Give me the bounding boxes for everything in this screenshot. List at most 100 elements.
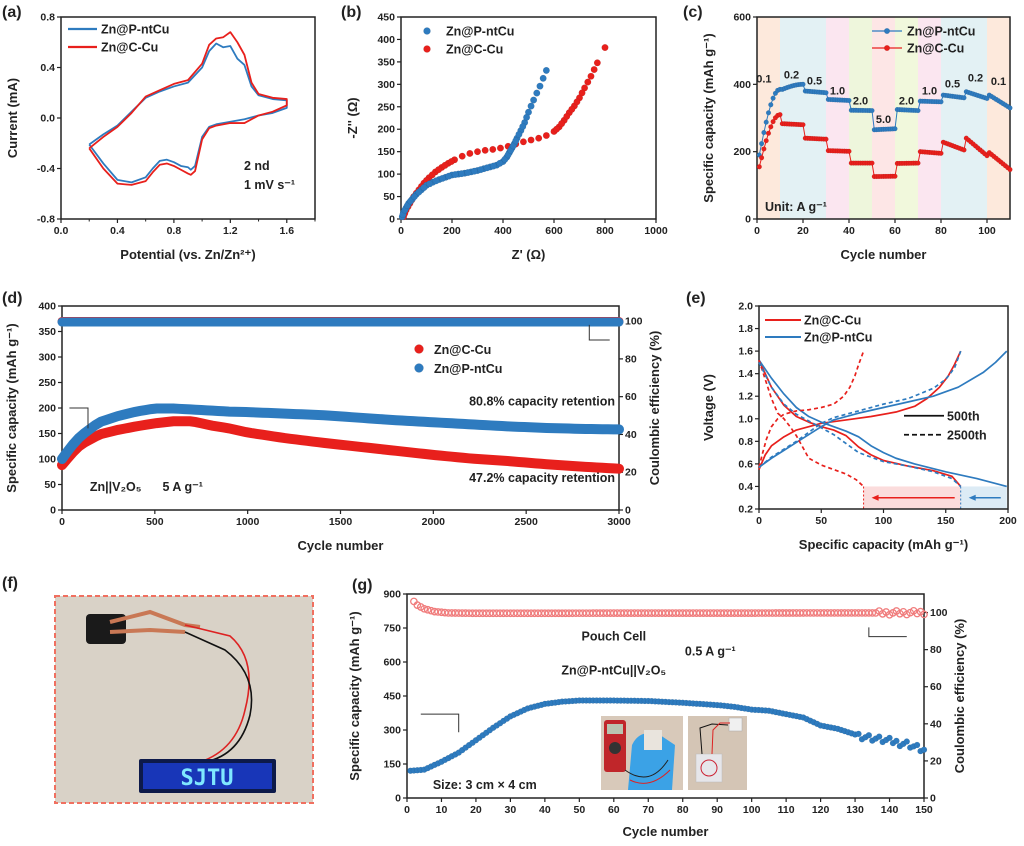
rate-point-zn-p-ntcu [800,81,806,87]
rate-point-zn-c-cu [1007,166,1013,173]
rate-label: 0.5 [945,79,960,91]
rate-band [757,17,780,219]
inset-photo-multimeter [601,716,683,790]
x-tick-label: 3000 [607,516,631,528]
right-axis-arrow [588,324,610,341]
y-tick-label: 0.8 [738,436,753,448]
legend-label: Zn@P-ntCu [446,25,514,39]
y-tick-label: 450 [383,691,401,703]
eis-point-zn-c-cu [578,89,586,97]
voltage-curve-zn-c-cu-2500th-discharge [758,359,865,488]
eis-point-zn-p-ntcu [515,130,523,138]
x-tick-label: 2500 [514,516,538,528]
y-tick-label: 200 [733,146,751,158]
eis-point-zn-c-cu [593,59,601,67]
panel-label-e: (e) [686,290,706,307]
x-axis-label: Cycle number [623,824,709,839]
rate-band [780,17,826,219]
chart-e: 0 50 100 150 200 0.2 0.4 0.6 0.8 1.0 1.2 1.4 1.6 1.8 2… [701,301,1017,553]
y-tick-label: 600 [733,12,751,24]
chart-a: 0.0 0.4 0.8 1.2 1.6 -0.8 -0.4 0.0 0.4 0.8 Potentia… [5,12,316,262]
x-tick-label: 1500 [329,516,353,528]
y-tick-label: 100 [377,169,395,181]
legend-label: Zn@P-ntCu [101,23,169,37]
fade-arrowhead [871,494,879,501]
x-tick-label: 500 [146,516,164,528]
y-tick-label: 200 [38,403,56,415]
y-right-tick-label: 100 [930,607,948,619]
rate-point-zn-p-ntcu [758,141,765,147]
y-tick-label: 300 [377,79,395,91]
cv-curve-zn-p-ntcu [88,42,288,184]
rate-point-zn-p-ntcu [938,99,944,105]
rate-point-zn-c-cu [761,146,767,152]
eis-point-zn-c-cu [573,98,581,106]
ce-point [920,610,928,619]
rate-point-zn-p-ntcu [761,129,767,136]
capacity-point [855,730,862,738]
rate-band [826,17,849,219]
x-tick-label: 10 [436,804,448,816]
x-tick-label: 120 [812,804,830,816]
x-tick-label: 50 [815,515,827,527]
x-axis-label: Potential (vs. Zn/Zn²⁺) [120,247,255,262]
eis-point-zn-p-ntcu [533,89,541,97]
voltage-curve-zn-p-ntcu-500th-charge [758,350,1008,468]
annotation-retention-p-ntcu: 80.8% capacity retention [469,394,615,408]
rate-point-zn-c-cu [823,136,829,142]
eis-point-zn-c-cu [466,149,474,157]
legend-marker [884,28,891,35]
eis-point-zn-p-ntcu [426,180,434,188]
legend-label: Zn@P-ntCu [804,331,872,345]
x-tick-label: 200 [443,225,461,237]
led-text: SJTU [181,766,234,791]
x-tick-label: 1.6 [279,225,294,237]
x-tick-label: 1.2 [223,225,238,237]
y-tick-label: 1.6 [738,346,753,358]
left-axis-arrow [420,713,460,733]
style-legend-label: 500th [947,409,980,423]
panel-label-a: (a) [2,4,22,21]
rate-point-zn-c-cu [869,160,875,166]
y-tick-label: 1.8 [738,323,753,335]
y-tick-label: 600 [383,657,401,669]
rate-point-zn-c-cu [892,173,898,179]
eis-point-zn-c-cu [481,146,489,154]
annotation-rate: 5 A g⁻¹ [162,480,202,494]
rate-label: 5.0 [876,114,891,126]
eis-point-zn-p-ntcu [523,113,531,121]
eis-point-zn-p-ntcu [483,164,491,172]
eis-point-zn-c-cu [553,125,561,133]
ce-point [868,609,877,617]
alligator-clip-black [109,627,186,634]
x-tick-label: 50 [573,804,585,816]
plot-frame [400,16,657,220]
x-tick-label: 140 [881,804,899,816]
y-tick-label: 250 [377,101,395,113]
eis-point-zn-c-cu [435,166,443,174]
eis-point-zn-p-ntcu [542,66,550,74]
inset-photo-pouch-cell [688,716,747,790]
x-tick-label: 200 [999,515,1017,527]
x-tick-label: 0.0 [54,225,69,237]
x-tick-label: 60 [608,804,620,816]
y-tick-label: -0.8 [37,214,55,226]
y-axis-label: Specific capacity (mAh g⁻¹) [701,33,716,202]
eis-point-zn-p-ntcu [519,123,527,131]
legend-label: Zn@C-Cu [101,41,158,55]
capacity-point [920,746,928,753]
y-right-tick-label: 0 [625,505,631,517]
panel-label-f: (f) [2,575,18,592]
eis-point-zn-p-ntcu [445,172,453,180]
eis-point-zn-p-ntcu [464,169,472,177]
annotation-unit: Unit: A g⁻¹ [765,200,827,214]
annotation-cycle: 2 nd [244,159,270,173]
x-tick-label: 100 [743,804,761,816]
chart-c: 0 20 40 60 80 100 0 200 400 600 0.1 0.2 0.5 1.0 2.0 5.0… [701,12,1013,262]
rate-point-zn-p-ntcu [869,107,875,114]
rate-point-zn-p-ntcu [915,107,921,114]
eis-point-zn-c-cu [527,136,535,144]
rate-point-zn-c-cu [763,138,769,144]
rate-label: 0.5 [807,75,822,87]
eis-point-zn-c-cu [542,132,550,140]
